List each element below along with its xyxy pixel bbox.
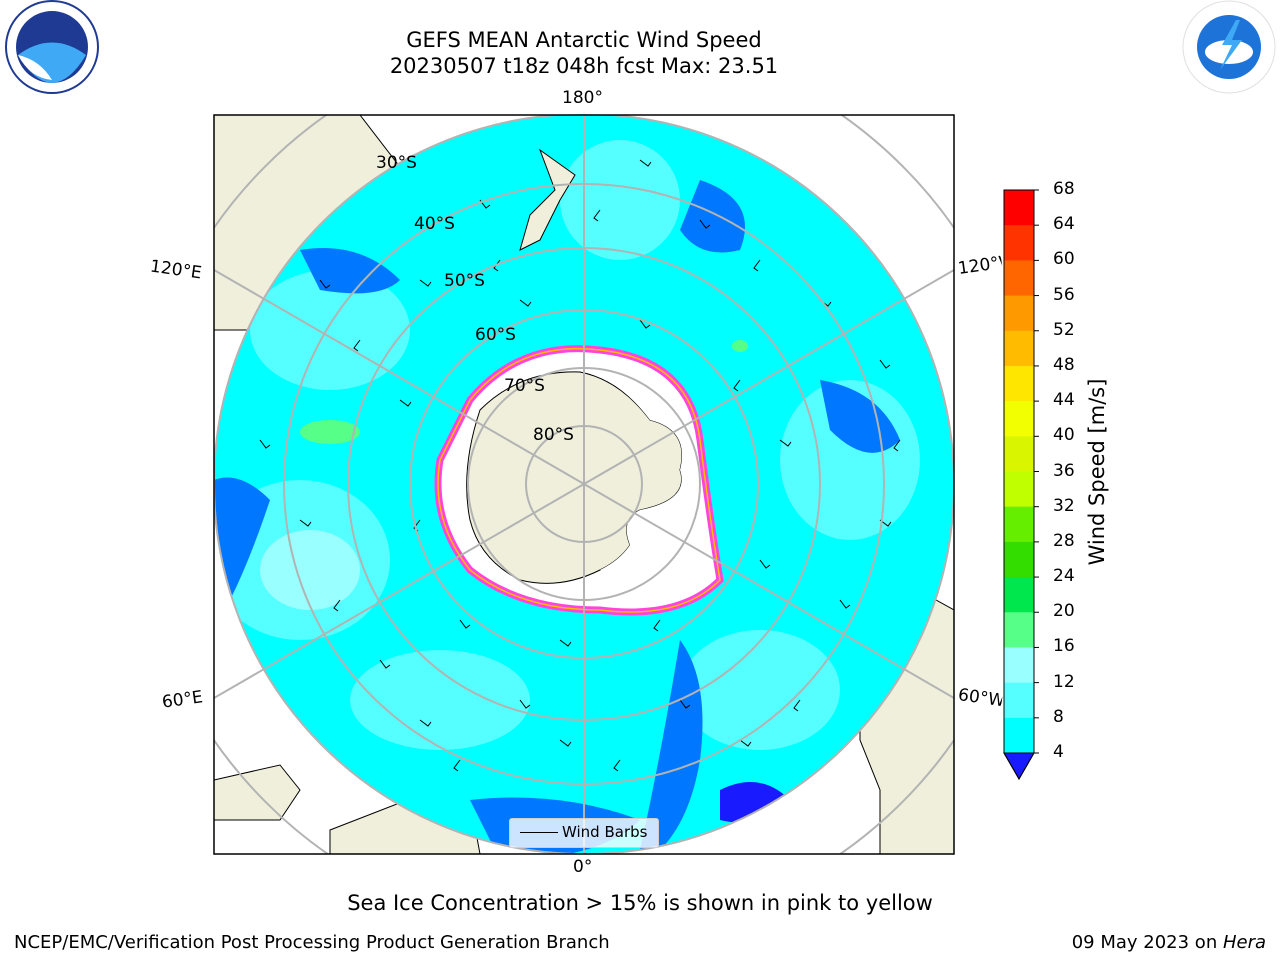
colorbar-segment <box>1004 190 1034 226</box>
colorbar-segment <box>1004 471 1034 508</box>
colorbar-tick-label: 24 <box>1053 566 1075 587</box>
chart-title-line1: GEFS MEAN Antarctic Wind Speed <box>406 28 762 52</box>
noaa-logo <box>5 0 99 94</box>
footer-date: 09 May 2023 on Hera <box>1072 932 1266 953</box>
colorbar-segment <box>1004 612 1034 648</box>
graticule <box>214 115 954 854</box>
colorbar-tick-label: 28 <box>1053 530 1075 551</box>
lat-label-70s: 70°S <box>504 376 545 396</box>
colorbar-tick-label: 20 <box>1053 601 1075 622</box>
colorbar-segment <box>1004 260 1034 297</box>
colorbar-segment <box>1004 717 1034 754</box>
colorbar-tick-label: 44 <box>1053 390 1075 411</box>
lat-label-40s: 40°S <box>414 214 455 234</box>
lat-label-60s: 60°S <box>475 325 516 345</box>
colorbar-segment <box>1004 295 1034 332</box>
legend-label: Wind Barbs <box>562 823 648 841</box>
lat-label-80s: 80°S <box>533 425 574 445</box>
map-frame <box>213 114 955 855</box>
lon-label-0: 0° <box>573 857 593 877</box>
colorbar-segment <box>1004 506 1034 543</box>
colorbar-segment <box>1004 541 1034 578</box>
colorbar-extension <box>1003 752 1035 781</box>
colorbar-segment <box>1004 225 1034 261</box>
colorbar-tick-label: 64 <box>1053 214 1075 235</box>
colorbar-segment <box>1004 577 1034 613</box>
lat-label-30s: 30°S <box>376 153 417 173</box>
footer-branch: NCEP/EMC/Verification Post Processing Pr… <box>14 932 610 953</box>
colorbar-segment <box>1004 647 1034 684</box>
map-legend: Wind Barbs <box>509 818 659 848</box>
colorbar-segment <box>1004 401 1034 437</box>
nws-logo <box>1182 0 1276 94</box>
footer-machine: Hera <box>1222 932 1266 953</box>
lat-label-50s: 50°S <box>444 271 485 291</box>
colorbar-segment <box>1004 682 1034 719</box>
colorbar-tick-label: 16 <box>1053 636 1075 657</box>
footer-date-text: 09 May 2023 on <box>1071 932 1223 953</box>
colorbar-tick-label: 68 <box>1053 179 1075 199</box>
chart-title-line2: 20230507 t18z 048h fcst Max: 23.51 <box>389 54 779 78</box>
colorbar-tick-label: 60 <box>1053 249 1075 270</box>
colorbar-segment <box>1004 330 1034 367</box>
colorbar-tick-label: 52 <box>1053 319 1075 340</box>
colorbar-segment <box>1004 436 1034 472</box>
colorbar-tick-label: 32 <box>1053 495 1075 516</box>
wind-barb-legend-line <box>520 832 558 833</box>
colorbar-outline <box>1003 189 1035 781</box>
colorbar-tick-label: 12 <box>1053 671 1075 692</box>
colorbar-segment <box>1004 365 1034 402</box>
colorbar-label: Wind Speed [m/s] <box>1085 378 1109 566</box>
colorbar-tick-label: 8 <box>1053 706 1064 727</box>
colorbar <box>1003 189 1039 781</box>
lon-label-180: 180° <box>562 88 603 108</box>
colorbar-tick-label: 4 <box>1053 742 1064 762</box>
colorbar-tick-label: 36 <box>1053 460 1075 481</box>
subtitle: Sea Ice Concentration > 15% is shown in … <box>347 891 933 915</box>
colorbar-tick-label: 48 <box>1053 354 1075 375</box>
colorbar-tick-label: 40 <box>1053 425 1075 446</box>
colorbar-tick-label: 56 <box>1053 284 1075 305</box>
